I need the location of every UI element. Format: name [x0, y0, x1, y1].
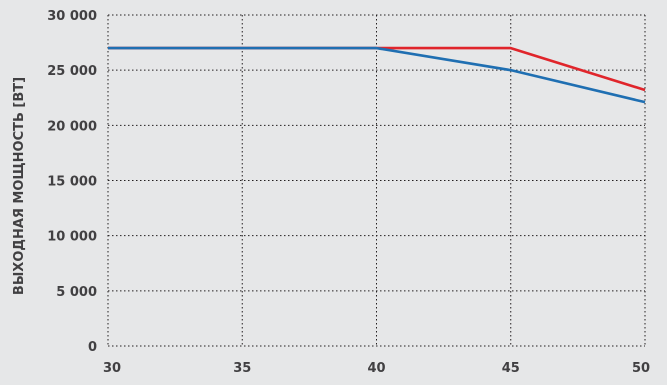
y-axis-title: ВЫХОДНАЯ МОЩНОСТЬ [ВТ] [12, 77, 27, 295]
x-tick-label: 40 [367, 361, 385, 376]
y-tick-label: 25 000 [47, 64, 97, 79]
x-tick-label: 45 [502, 361, 520, 376]
x-tick-labels: 30 35 40 45 50 [103, 361, 650, 376]
y-tick-label: 5 000 [56, 285, 97, 300]
x-tick-label: 30 [103, 361, 121, 376]
y-tick-label: 20 000 [47, 119, 97, 134]
y-tick-label: 30 000 [47, 9, 97, 24]
series-lines [108, 46, 646, 104]
x-tick-label: 35 [233, 361, 251, 376]
x-tick-label: 50 [632, 361, 650, 376]
y-tick-label: 0 [88, 340, 97, 355]
y-tick-label: 10 000 [47, 230, 97, 245]
grid-lines [107, 14, 646, 347]
y-tick-labels: 0 5 000 10 000 15 000 20 000 25 000 30 000 [47, 9, 97, 355]
series-line-2 [108, 46, 646, 104]
y-tick-label: 15 000 [47, 175, 97, 190]
